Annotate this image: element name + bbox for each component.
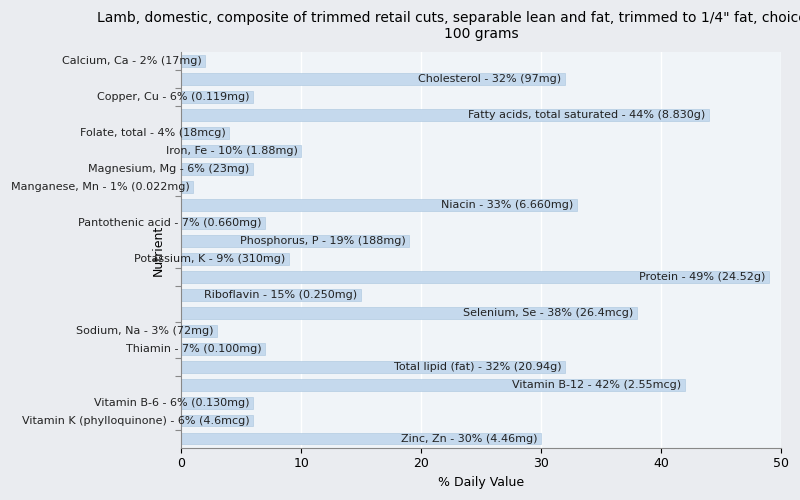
Text: Zinc, Zn - 30% (4.46mg): Zinc, Zn - 30% (4.46mg)	[401, 434, 538, 444]
Bar	[181, 92, 253, 103]
Text: Calcium, Ca - 2% (17mg): Calcium, Ca - 2% (17mg)	[62, 56, 202, 66]
Text: Vitamin B-6 - 6% (0.130mg): Vitamin B-6 - 6% (0.130mg)	[94, 398, 250, 407]
Text: Cholesterol - 32% (97mg): Cholesterol - 32% (97mg)	[418, 74, 562, 84]
Text: Selenium, Se - 38% (26.4mcg): Selenium, Se - 38% (26.4mcg)	[463, 308, 634, 318]
Text: Magnesium, Mg - 6% (23mg): Magnesium, Mg - 6% (23mg)	[88, 164, 250, 174]
Bar	[181, 289, 361, 300]
X-axis label: % Daily Value: % Daily Value	[438, 476, 524, 489]
Text: Protein - 49% (24.52g): Protein - 49% (24.52g)	[639, 272, 766, 282]
Text: Copper, Cu - 6% (0.119mg): Copper, Cu - 6% (0.119mg)	[97, 92, 250, 102]
Text: Vitamin B-12 - 42% (2.55mcg): Vitamin B-12 - 42% (2.55mcg)	[512, 380, 682, 390]
Text: Pantothenic acid - 7% (0.660mg): Pantothenic acid - 7% (0.660mg)	[78, 218, 262, 228]
Bar	[181, 74, 565, 85]
Bar	[181, 433, 541, 444]
Bar	[181, 271, 769, 282]
Text: Niacin - 33% (6.660mg): Niacin - 33% (6.660mg)	[441, 200, 574, 210]
Bar	[181, 415, 253, 426]
Bar	[181, 110, 709, 121]
Bar	[181, 199, 577, 211]
Bar	[181, 325, 217, 336]
Text: Sodium, Na - 3% (72mg): Sodium, Na - 3% (72mg)	[76, 326, 214, 336]
Text: Total lipid (fat) - 32% (20.94g): Total lipid (fat) - 32% (20.94g)	[394, 362, 562, 372]
Text: Riboflavin - 15% (0.250mg): Riboflavin - 15% (0.250mg)	[204, 290, 358, 300]
Y-axis label: Nutrient: Nutrient	[152, 224, 166, 276]
Bar	[181, 253, 289, 264]
Bar	[181, 127, 229, 139]
Bar	[181, 181, 193, 193]
Bar	[181, 163, 253, 175]
Text: Iron, Fe - 10% (1.88mg): Iron, Fe - 10% (1.88mg)	[166, 146, 298, 156]
Bar	[181, 217, 265, 229]
Bar	[181, 343, 265, 354]
Bar	[181, 235, 409, 247]
Text: Folate, total - 4% (18mcg): Folate, total - 4% (18mcg)	[80, 128, 226, 138]
Text: Thiamin - 7% (0.100mg): Thiamin - 7% (0.100mg)	[126, 344, 262, 354]
Text: Fatty acids, total saturated - 44% (8.830g): Fatty acids, total saturated - 44% (8.83…	[468, 110, 706, 120]
Text: Manganese, Mn - 1% (0.022mg): Manganese, Mn - 1% (0.022mg)	[11, 182, 190, 192]
Bar	[181, 397, 253, 408]
Title: Lamb, domestic, composite of trimmed retail cuts, separable lean and fat, trimme: Lamb, domestic, composite of trimmed ret…	[97, 11, 800, 42]
Text: Phosphorus, P - 19% (188mg): Phosphorus, P - 19% (188mg)	[240, 236, 406, 246]
Text: Potassium, K - 9% (310mg): Potassium, K - 9% (310mg)	[134, 254, 286, 264]
Bar	[181, 307, 637, 318]
Bar	[181, 361, 565, 372]
Bar	[181, 145, 301, 157]
Bar	[181, 379, 685, 390]
Bar	[181, 56, 205, 67]
Text: Vitamin K (phylloquinone) - 6% (4.6mcg): Vitamin K (phylloquinone) - 6% (4.6mcg)	[22, 416, 250, 426]
